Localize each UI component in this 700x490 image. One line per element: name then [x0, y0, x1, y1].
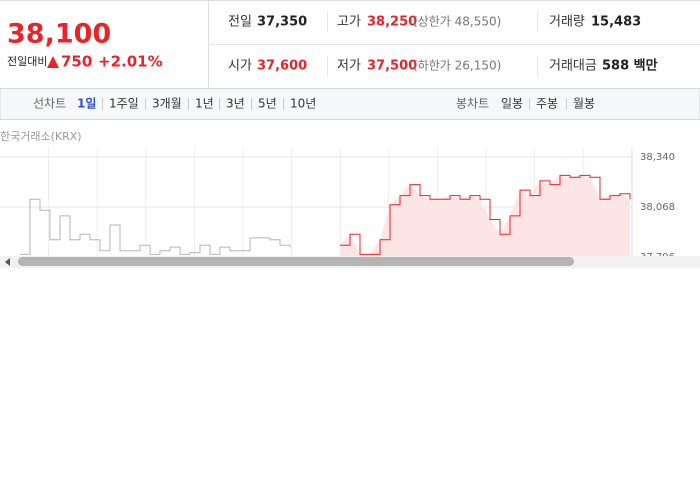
period-tab[interactable]: 1년: [195, 97, 214, 111]
period-tab[interactable]: 3개월: [152, 97, 182, 111]
candle-tab[interactable]: 일봉: [501, 97, 523, 111]
value: 38,250: [367, 15, 417, 30]
period-tab[interactable]: 1주일: [109, 97, 139, 111]
change: 750: [61, 53, 92, 71]
toolbar-label: 선차트: [33, 97, 66, 111]
period-tab[interactable]: 5년: [258, 97, 277, 111]
label: 시가: [228, 59, 252, 74]
label: 거래대금: [549, 59, 597, 74]
label: 저가: [337, 59, 361, 74]
toolbar: [0, 88, 700, 120]
period-tab[interactable]: 3년: [226, 97, 245, 111]
value: 15,483: [591, 15, 641, 30]
source: 한국거래소(KRX): [0, 130, 82, 143]
note: (상한가 48,550): [413, 15, 501, 29]
candle-tab[interactable]: 월봉: [573, 97, 595, 111]
value: 588 백만: [602, 58, 658, 74]
label: 전일: [228, 15, 252, 30]
y-tick-label: 38,068: [640, 202, 675, 213]
up-arrow: [47, 56, 59, 68]
price: 38,100: [7, 19, 111, 50]
period-tab[interactable]: 10년: [290, 97, 316, 111]
value: 37,350: [257, 15, 307, 30]
price-line: [20, 198, 291, 255]
label: 거래량: [549, 15, 585, 30]
label: 고가: [337, 15, 361, 30]
price-line: [340, 174, 631, 255]
value: 37,600: [257, 59, 307, 74]
candle-tab[interactable]: 주봉: [536, 97, 558, 111]
change-label: 전일대비: [7, 54, 47, 68]
value: 37,500: [367, 59, 417, 74]
note: (하한가 26,150): [413, 59, 501, 73]
period-tab[interactable]: 1일: [77, 97, 96, 111]
change-rate: +2.01%: [98, 53, 163, 71]
scrollbar-thumb[interactable]: [18, 257, 574, 266]
area: [340, 175, 630, 256]
scroll-left[interactable]: [5, 258, 10, 266]
y-tick-label: 37,796: [640, 252, 675, 263]
toolbar-label: 봉차트: [456, 97, 489, 111]
y-tick-label: 38,340: [640, 152, 675, 163]
